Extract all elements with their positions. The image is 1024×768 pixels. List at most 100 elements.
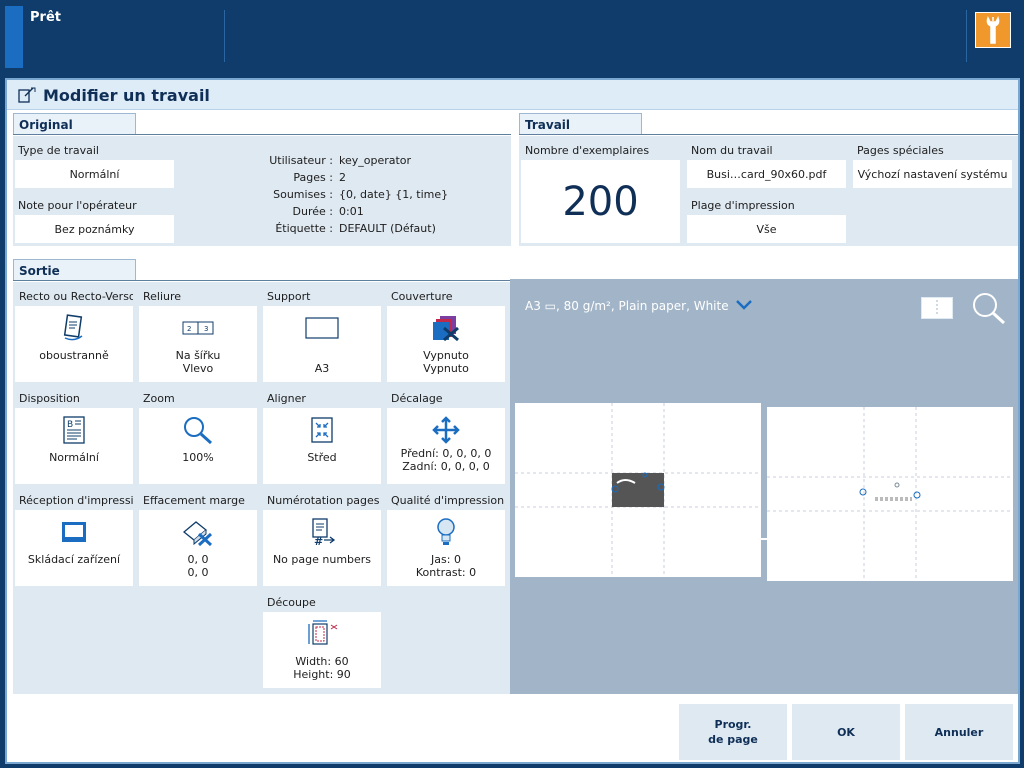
- preview-sheet-back: [767, 407, 1013, 581]
- tile-cover[interactable]: Couverture Vypnuto Vypnuto: [387, 286, 505, 382]
- media-spec-text: A3 ▭, 80 g/m², Plain paper, White: [525, 299, 729, 313]
- svg-text:2: 2: [187, 325, 191, 333]
- tile-value: Kontrast: 0: [415, 566, 477, 579]
- printer-status: Prêt: [30, 10, 61, 25]
- travail-panel: Nombre d'exemplaires 200 Nom du travail …: [519, 136, 1018, 246]
- tile-label: Qualité d'impression: [391, 494, 505, 507]
- svg-text:3: 3: [204, 325, 208, 333]
- tile-value: Střed: [307, 451, 337, 464]
- tile-media[interactable]: Support A3: [263, 286, 381, 382]
- tile-value: Na šířku: [175, 349, 221, 362]
- tile-label: Aligner: [267, 392, 306, 405]
- edit-job-dialog: Modifier un travail Original Type de tra…: [5, 78, 1020, 764]
- operator-note-field[interactable]: Bez poznámky: [15, 215, 174, 243]
- sortie-panel: Recto ou Recto-Verso oboustranně Reliure…: [13, 282, 510, 694]
- lightbulb-icon: [437, 518, 455, 545]
- magnifier-icon[interactable]: [971, 291, 1007, 325]
- operator-note-label: Note pour l'opérateur: [18, 199, 137, 212]
- info-value: 2: [339, 171, 346, 184]
- tile-label: Effacement marge: [143, 494, 245, 507]
- tab-travail: Travail: [519, 113, 642, 135]
- sheet-grid: [767, 407, 1013, 581]
- info-value: {0, date} {1, time}: [339, 188, 449, 201]
- layout-icon: B: [63, 416, 85, 444]
- trim-icon: [308, 620, 338, 645]
- edit-job-icon: [18, 87, 36, 103]
- sheet-grid: [515, 403, 761, 577]
- tile-trim[interactable]: Découpe Width: 60 Height: 90: [263, 592, 381, 688]
- tile-label: Zoom: [143, 392, 175, 405]
- section-divider: [13, 134, 511, 135]
- copies-label: Nombre d'exemplaires: [525, 144, 650, 157]
- job-type-field[interactable]: Normální: [15, 160, 174, 188]
- tile-label: Support: [267, 290, 311, 303]
- tile-print-quality[interactable]: Qualité d'impression Jas: 0 Kontrast: 0: [387, 490, 505, 586]
- tile-zoom[interactable]: Zoom 100%: [139, 388, 257, 484]
- media-icon: [305, 317, 339, 339]
- chevron-down-icon[interactable]: [736, 300, 753, 310]
- job-type-label: Type de travail: [18, 144, 99, 157]
- tile-duplex[interactable]: Recto ou Recto-Verso oboustranně: [15, 286, 133, 382]
- tile-value: Normální: [49, 451, 99, 464]
- tile-label: Disposition: [19, 392, 80, 405]
- tile-label: Réception d'impression: [19, 494, 133, 507]
- svg-text:#: #: [314, 535, 323, 546]
- job-name-label: Nom du travail: [691, 144, 773, 157]
- tile-label: Reliure: [143, 290, 182, 303]
- copies-field[interactable]: 200: [521, 160, 680, 243]
- page-programming-button[interactable]: Progr. de page: [679, 704, 787, 760]
- info-key: Étiquette :: [275, 222, 333, 235]
- info-value: key_operator: [339, 154, 412, 167]
- info-value: DEFAULT (Défaut): [339, 222, 436, 235]
- info-key: Soumises :: [273, 188, 333, 201]
- tile-value: A3: [314, 362, 330, 375]
- tile-value: Width: 60: [295, 655, 349, 668]
- tile-label: Découpe: [267, 596, 316, 609]
- connector-icon: [748, 535, 778, 543]
- job-name-field[interactable]: Busi…card_90x60.pdf: [687, 160, 846, 188]
- media-spec[interactable]: A3 ▭, 80 g/m², Plain paper, White: [525, 299, 753, 313]
- svg-text:B: B: [67, 420, 73, 430]
- print-range-field[interactable]: Vše: [687, 215, 846, 243]
- tools-button[interactable]: [975, 12, 1011, 48]
- dialog-footer: Progr. de page OK Annuler: [7, 694, 1018, 762]
- cancel-button[interactable]: Annuler: [905, 704, 1013, 760]
- print-preview: A3 ▭, 80 g/m², Plain paper, White: [510, 279, 1018, 694]
- tile-erase-margin[interactable]: Effacement marge 0, 0 0, 0: [139, 490, 257, 586]
- tile-value: oboustranně: [39, 349, 109, 362]
- info-value: 0:01: [339, 205, 364, 218]
- shift-icon: [432, 416, 460, 444]
- tile-value: Skládací zařízení: [27, 553, 121, 566]
- tile-value: Vypnuto: [423, 349, 469, 362]
- tab-sortie: Sortie: [13, 259, 136, 281]
- open-sheet-icon: [936, 300, 938, 316]
- tab-original: Original: [13, 113, 136, 135]
- tile-page-numbering[interactable]: Numérotation pages # No page numbers: [263, 490, 381, 586]
- tile-value: Zadní: 0, 0, 0, 0: [402, 460, 490, 473]
- output-tray-icon: [62, 522, 86, 542]
- preview-sheet-front: [515, 403, 761, 577]
- align-icon: [311, 417, 333, 443]
- duplex-icon: [63, 314, 83, 341]
- button-label: de page: [708, 733, 758, 746]
- special-pages-field[interactable]: Výchozí nastavení systému: [853, 160, 1012, 188]
- ok-button[interactable]: OK: [792, 704, 900, 760]
- erase-margin-icon: [182, 521, 213, 546]
- tile-label: Décalage: [391, 392, 443, 405]
- tile-label: Numérotation pages: [267, 494, 380, 507]
- tile-label: Recto ou Recto-Verso: [19, 290, 133, 303]
- dialog-title: Modifier un travail: [43, 86, 210, 105]
- tile-label: Couverture: [391, 290, 453, 303]
- tile-output-tray[interactable]: Réception d'impression Skládací zařízení: [15, 490, 133, 586]
- sheet-view-button[interactable]: [921, 297, 953, 319]
- tile-shift[interactable]: Décalage Přední: 0, 0, 0, 0 Zadní: 0, 0,…: [387, 388, 505, 484]
- info-key: Pages :: [293, 171, 333, 184]
- section-divider: [519, 134, 1018, 135]
- button-label: Progr.: [714, 718, 752, 731]
- top-bar: Prêt: [0, 0, 1024, 78]
- tile-align[interactable]: Aligner Střed: [263, 388, 381, 484]
- tile-layout[interactable]: Disposition B Normální: [15, 388, 133, 484]
- dialog-header: Modifier un travail: [7, 80, 1018, 110]
